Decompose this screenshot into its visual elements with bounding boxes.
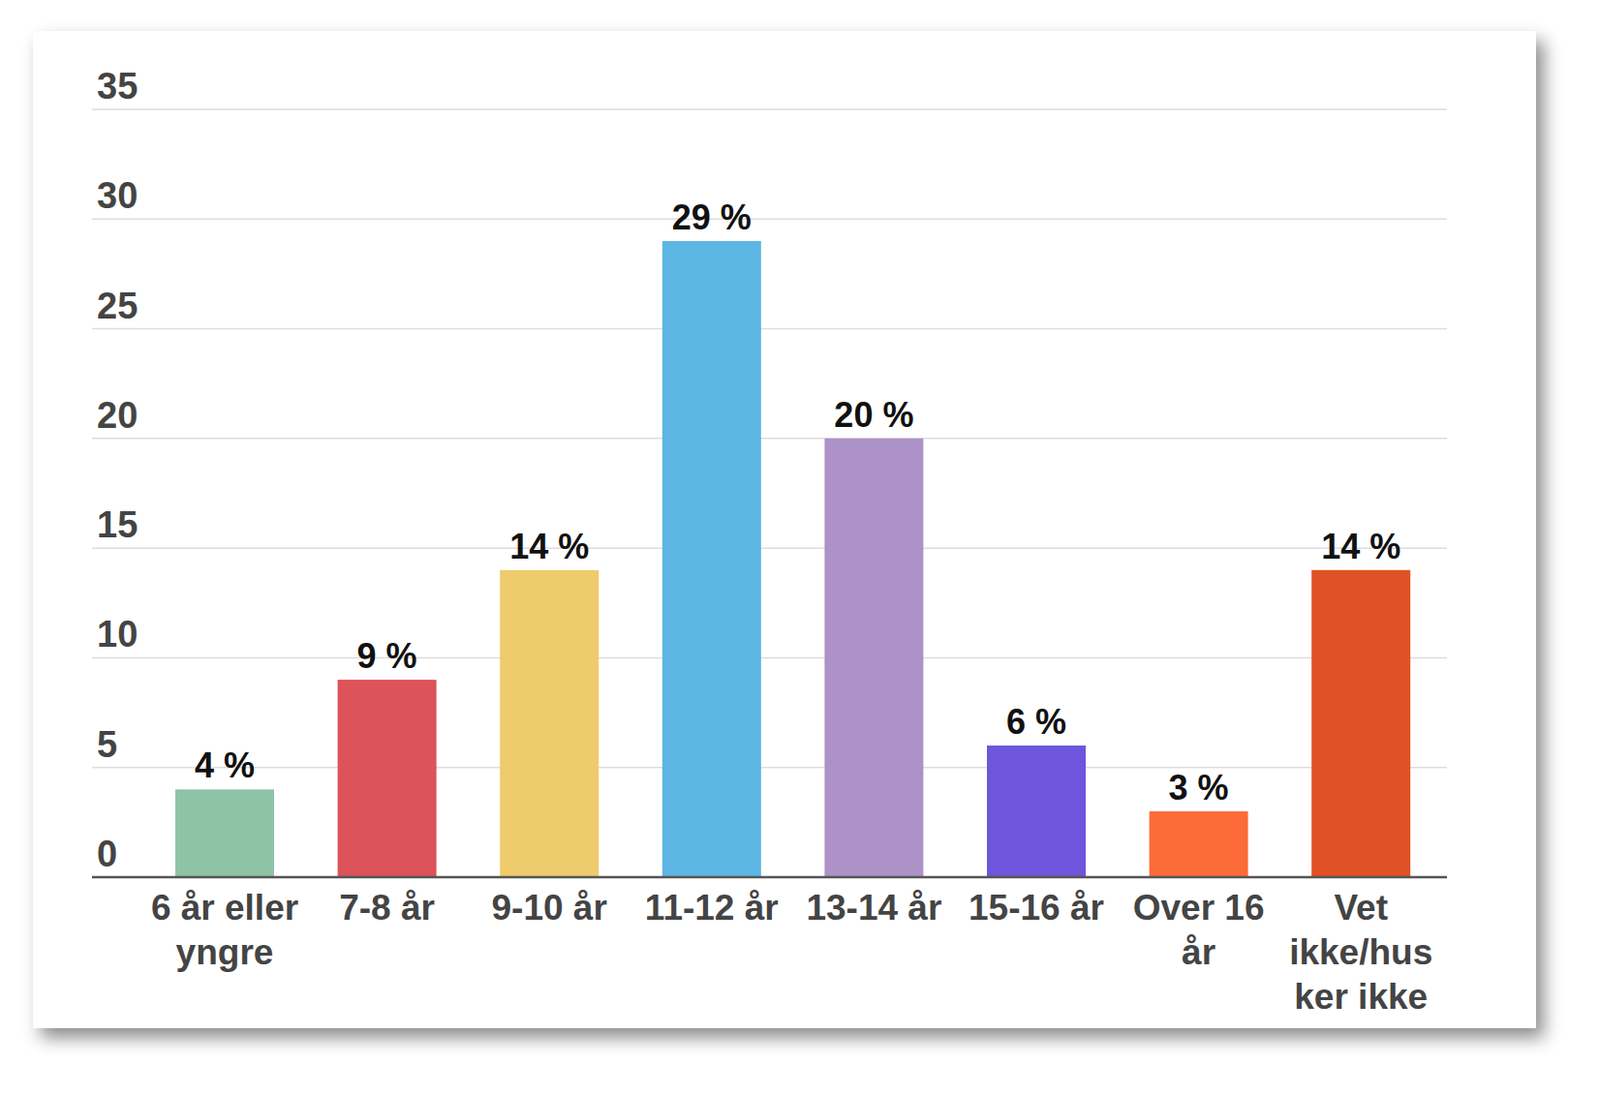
bar bbox=[499, 570, 599, 878]
data-label: 9 % bbox=[357, 636, 418, 677]
bars bbox=[175, 241, 1411, 878]
y-tick-label: 15 bbox=[96, 504, 138, 546]
grid-line bbox=[92, 218, 1447, 221]
x-tick-label: 7-8 år bbox=[338, 888, 435, 928]
x-tick-label-line: ikke/hus bbox=[1289, 932, 1433, 973]
x-tick-label-line: Over 16 bbox=[1133, 888, 1265, 928]
x-tick-label-line: 15-16 år bbox=[968, 888, 1105, 928]
y-tick-label: 0 bbox=[96, 833, 118, 875]
x-tick-label: Vetikke/husker ikke bbox=[1289, 888, 1433, 1017]
data-label: 29 % bbox=[672, 197, 752, 238]
x-tick-label-line: 6 år eller bbox=[151, 888, 299, 928]
x-tick-label: 13-14 år bbox=[805, 888, 942, 928]
grid-line bbox=[92, 328, 1447, 331]
grid-line bbox=[92, 767, 1447, 770]
y-tick-label: 20 bbox=[96, 395, 138, 436]
y-tick-label: 25 bbox=[96, 285, 138, 327]
bar bbox=[1311, 570, 1411, 878]
data-label: 14 % bbox=[1321, 526, 1401, 567]
grid-line bbox=[92, 108, 1447, 111]
bar bbox=[824, 438, 924, 878]
chart: 0 5 10 15 20 25 30 35 4 % 9 % 14 % 29 % 20 % 6 % 3 % 14… bbox=[0, 0, 1600, 1095]
x-tick-label: 15-16 år bbox=[968, 888, 1105, 928]
x-axis-line bbox=[92, 876, 1447, 880]
bar bbox=[662, 241, 762, 878]
data-label: 3 % bbox=[1169, 768, 1230, 808]
x-tick-label-line: 9-10 år bbox=[492, 888, 608, 928]
y-tick-label: 5 bbox=[96, 724, 118, 766]
grid-line bbox=[92, 437, 1447, 440]
x-tick-label: 9-10 år bbox=[492, 888, 608, 928]
bar bbox=[338, 679, 437, 878]
x-tick-label-line: yngre bbox=[176, 932, 275, 973]
bar bbox=[986, 745, 1086, 878]
x-tick-label-line: Vet bbox=[1333, 888, 1388, 928]
x-tick-label-line: 7-8 år bbox=[338, 888, 435, 928]
x-tick-label: Over 16år bbox=[1133, 888, 1265, 973]
x-tick-label-line: 11-12 år bbox=[645, 888, 779, 928]
grid-line bbox=[92, 547, 1447, 550]
y-tick-label: 35 bbox=[96, 65, 138, 107]
x-tick-label: 6 år elleryngre bbox=[151, 888, 299, 973]
bar bbox=[1149, 811, 1249, 878]
y-tick-label: 30 bbox=[96, 175, 138, 216]
x-tick-label-line: år bbox=[1181, 932, 1216, 973]
data-label: 4 % bbox=[194, 745, 255, 786]
y-tick-label: 10 bbox=[96, 614, 138, 655]
data-label: 14 % bbox=[509, 526, 589, 567]
x-tick-label-line: 13-14 år bbox=[805, 888, 942, 928]
data-label: 6 % bbox=[1006, 702, 1067, 742]
x-tick-label: 11-12 år bbox=[645, 888, 779, 928]
bar bbox=[175, 789, 275, 878]
card bbox=[32, 30, 1537, 1029]
data-label: 20 % bbox=[833, 395, 914, 435]
grid-line bbox=[92, 657, 1447, 660]
x-tick-label-line: ker ikke bbox=[1293, 977, 1428, 1017]
